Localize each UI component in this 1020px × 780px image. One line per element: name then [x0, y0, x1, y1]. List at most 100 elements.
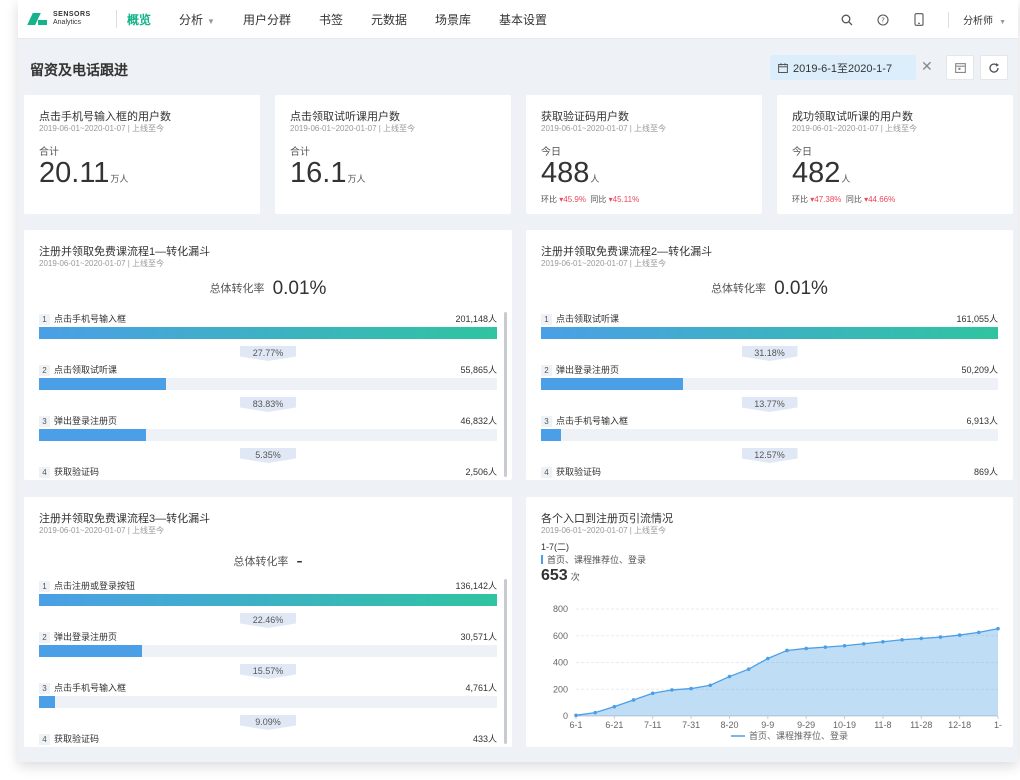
data-point: [650, 691, 655, 696]
conversion-rate-badge: 83.83%: [240, 397, 296, 412]
x-tick-label: 12-18: [948, 720, 971, 730]
help-icon[interactable]: ?: [876, 13, 890, 27]
data-point: [746, 667, 751, 671]
kpi-label: 合计: [290, 147, 310, 158]
kpi-number: 482: [792, 157, 841, 189]
data-point: [631, 698, 636, 702]
funnel-step-name: 弹出登录注册页: [54, 416, 118, 426]
funnel-total-label: 总体转化率: [209, 283, 265, 295]
card-subtitle: 2019-06-01~2020-01-07 | 上线至今: [541, 259, 667, 268]
card-subtitle: 2019-06-01~2020-01-07 | 上线至今: [39, 124, 165, 133]
kpi-card: 点击领取试听课用户数 2019-06-01~2020-01-07 | 上线至今 …: [275, 95, 511, 214]
funnel-steps[interactable]: 1 点击注册或登录按钮 136,142人 2 弹出登录注册页 30,571人 3 点击手机号输…: [24, 579, 512, 747]
kpi-label: 今日: [792, 147, 812, 158]
funnel-step[interactable]: 3 弹出登录注册页 46,832人: [39, 414, 497, 444]
funnel-step-header: 4 获取验证码 869人: [541, 465, 998, 479]
kpi-card: 点击手机号输入框的用户数 2019-06-01~2020-01-07 | 上线至…: [24, 95, 260, 214]
funnel-step-header: 3 弹出登录注册页 46,832人: [39, 414, 497, 428]
data-point: [612, 704, 617, 709]
calendar-button[interactable]: [946, 55, 974, 80]
logo-icon: [30, 12, 48, 26]
data-point: [766, 656, 770, 661]
logo[interactable]: SENSORS Analytics: [30, 11, 100, 27]
kpi-number: 16.1: [290, 157, 347, 189]
user-menu[interactable]: 分析师 ▼: [963, 12, 1006, 27]
mobile-icon[interactable]: [912, 13, 926, 27]
funnel-bar: [39, 645, 142, 657]
funnel-step[interactable]: 4 获取验证码 433人: [39, 732, 497, 747]
funnel-steps[interactable]: 1 点击领取试听课 161,055人 2 弹出登录注册页 50,209人 3 点击手机号输入框…: [526, 312, 1013, 480]
conversion-rate-badge: 27.77%: [240, 346, 296, 361]
card-subtitle: 2019-06-01~2020-01-07 | 上线至今: [290, 124, 416, 133]
nav-analysis[interactable]: 分析 ▼: [179, 11, 215, 28]
refresh-button[interactable]: [980, 55, 1008, 80]
nav-user-segments[interactable]: 用户分群: [242, 12, 291, 27]
funnel-total-label: 总体转化率: [233, 556, 289, 568]
page-title: 留资及电话跟进: [30, 62, 128, 78]
funnel-step-header: 2 弹出登录注册页 50,209人: [541, 363, 998, 377]
funnel-step[interactable]: 1 点击注册或登录按钮 136,142人: [39, 579, 497, 609]
funnel-step[interactable]: 1 点击领取试听课 161,055人: [541, 312, 998, 342]
down-arrow-icon: ▾: [608, 195, 613, 204]
close-icon[interactable]: ✕: [921, 58, 933, 74]
kpi-number: 20.11: [39, 157, 110, 189]
nav-settings[interactable]: 基本设置: [499, 12, 548, 27]
funnel-step-header: 3 点击手机号输入框 4,761人: [39, 681, 497, 695]
kpi-comparison: 环比 ▾47.38% 同比 ▾44.66%: [792, 194, 895, 205]
nav-metadata[interactable]: 元数据: [370, 12, 407, 27]
x-tick-label: 7-11: [644, 720, 661, 730]
funnel-step-count: 4,761人: [465, 683, 497, 693]
funnel-bar: [39, 378, 167, 390]
funnel-total-value: -: [296, 551, 303, 572]
scrollbar[interactable]: [504, 579, 507, 744]
funnel-step[interactable]: 2 弹出登录注册页 30,571人: [39, 630, 497, 660]
calendar-icon: [778, 62, 788, 73]
search-icon[interactable]: [840, 13, 854, 27]
funnel-bar-track: [39, 327, 497, 339]
line-chart[interactable]: 0 200 400 600 800 6-1 6-21 7-11 7-31 8-20 9-9 9-29 1…: [526, 497, 1013, 747]
nav-scene-library[interactable]: 场景库: [435, 12, 472, 27]
logo-line1: SENSORS: [53, 11, 91, 18]
ring-label: 环比: [541, 195, 557, 204]
funnel-step[interactable]: 2 点击领取试听课 55,865人: [39, 363, 497, 393]
scrollbar[interactable]: [504, 312, 507, 477]
nav-overview[interactable]: 概览: [127, 12, 152, 27]
funnel-step[interactable]: 2 弹出登录注册页 50,209人: [541, 363, 998, 393]
tooltip-series-name: 首页、课程推荐位、登录: [547, 555, 647, 565]
funnel-total-value: 0.01%: [272, 278, 327, 299]
funnel-step-name: 点击注册或登录按钮: [54, 581, 136, 591]
funnel-step-number: 3: [39, 416, 50, 427]
funnel-bar-track: [39, 378, 497, 390]
funnel-step-name: 点击领取试听课: [556, 314, 620, 324]
funnel-step[interactable]: 3 点击手机号输入框 4,761人: [39, 681, 497, 711]
funnel-total-value: 0.01%: [774, 278, 828, 299]
funnel-step[interactable]: 4 获取验证码 869人: [541, 465, 998, 480]
nav-right: ? 分析师 ▼: [818, 0, 1006, 39]
funnel-step[interactable]: 4 获取验证码 2,506人: [39, 465, 497, 480]
funnel-total: 总体转化率 0.01%: [526, 278, 1013, 300]
nav-divider: [948, 11, 950, 28]
y-tick-label: 600: [553, 631, 568, 641]
x-tick-label: 7-31: [682, 720, 700, 730]
funnel-step[interactable]: 3 点击手机号输入框 6,913人: [541, 414, 998, 444]
data-point: [900, 637, 904, 642]
funnel-bar: [541, 327, 998, 339]
date-range-picker[interactable]: 2019-6-1至2020-1-7: [770, 55, 916, 80]
data-point: [938, 635, 943, 639]
funnel-step-number: 1: [39, 581, 50, 592]
data-point: [574, 713, 578, 718]
funnel-step-header: 1 点击手机号输入框 201,148人: [39, 312, 497, 326]
conversion-rate-badge: 12.57%: [741, 448, 798, 463]
funnel-steps[interactable]: 1 点击手机号输入框 201,148人 2 点击领取试听课 55,865人 3 弹出登录注册页…: [24, 312, 512, 480]
funnel-step-count: 136,142人: [455, 581, 497, 591]
legend-label: 首页、课程推荐位、登录: [749, 730, 848, 741]
funnel-step[interactable]: 1 点击手机号输入框 201,148人: [39, 312, 497, 342]
nav-bookmarks[interactable]: 书签: [318, 12, 343, 27]
data-point: [977, 630, 981, 635]
funnel-step-number: 3: [541, 416, 552, 427]
funnel-bar: [541, 378, 684, 390]
funnel-bar-track: [39, 594, 497, 606]
kpi-value: 488人: [541, 157, 599, 190]
x-tick-label: 9-29: [797, 720, 815, 730]
data-point: [708, 683, 713, 688]
